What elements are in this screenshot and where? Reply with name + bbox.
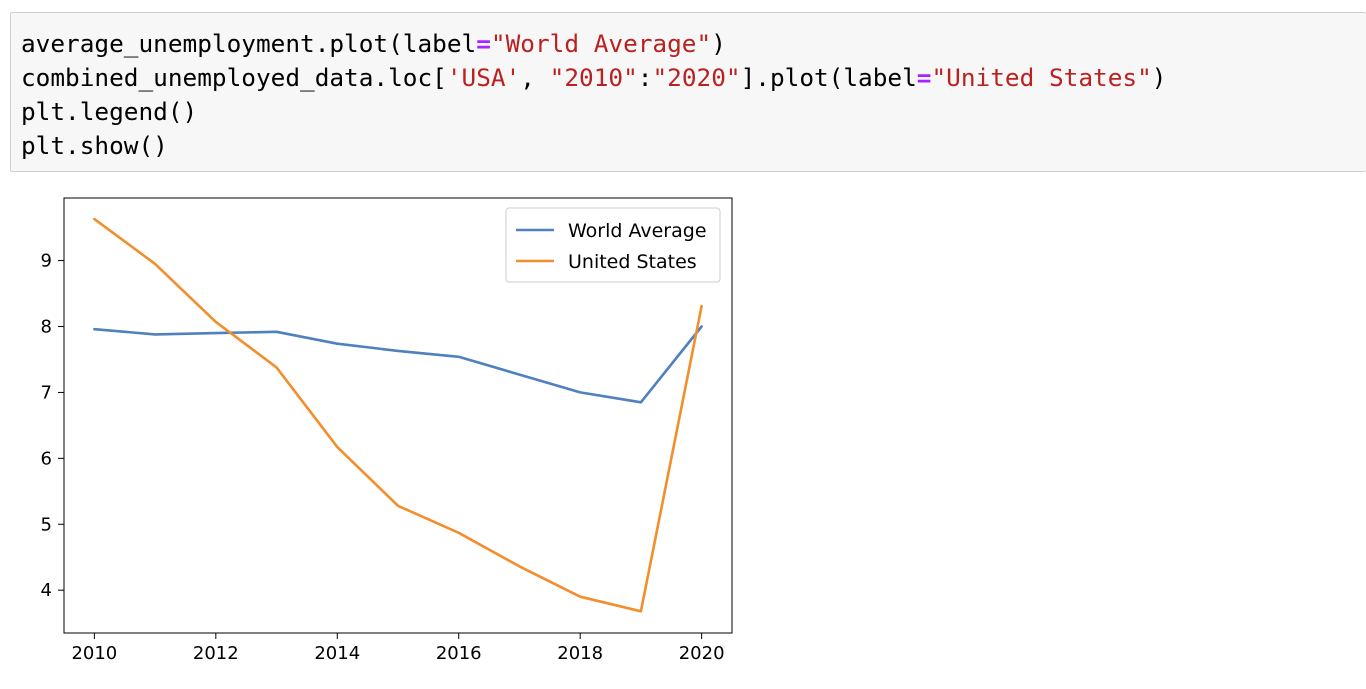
legend-box	[505, 207, 721, 283]
code-line: average_unemployment.plot(label="World A…	[21, 29, 726, 58]
code-token: average_unemployment.plot(label	[21, 29, 477, 58]
code-line: plt.legend()	[21, 97, 197, 126]
x-tick-label: 2016	[436, 643, 482, 664]
x-tick-label: 2012	[193, 643, 239, 664]
y-tick-label: 4	[41, 580, 52, 601]
code-string: 'USA'	[446, 63, 521, 92]
legend-label: World Average	[568, 220, 707, 242]
x-tick-label: 2020	[679, 643, 725, 664]
code-token: :	[637, 63, 653, 92]
x-tick-label: 2010	[71, 643, 117, 664]
code-editor[interactable]: average_unemployment.plot(label="World A…	[21, 27, 1166, 163]
series-lines	[93, 217, 703, 613]
y-tick-label: 8	[41, 317, 52, 338]
code-string: "2010"	[549, 63, 638, 92]
series-line-united-states	[93, 217, 703, 613]
y-tick-label: 9	[41, 251, 52, 272]
x-axis: 2010 2012 2014 2016 2018 2020	[71, 633, 725, 664]
code-token: plt.show()	[21, 131, 168, 160]
code-cell-input[interactable]: average_unemployment.plot(label="World A…	[10, 12, 1366, 172]
cell-output: 2010 2012 2014 2016 2018 2020 4 5 6 7 8 9 World Av…	[0, 180, 760, 684]
code-string: "2020"	[652, 63, 741, 92]
code-token: )	[711, 29, 726, 58]
code-string: "World Average"	[490, 29, 712, 58]
x-tick-label: 2014	[314, 643, 360, 664]
y-axis: 4 5 6 7 8 9	[41, 251, 64, 601]
x-tick-label: 2018	[557, 643, 603, 664]
series-line-world-average	[93, 325, 703, 404]
code-string: "United States"	[931, 63, 1152, 92]
code-line: combined_unemployed_data.loc['USA', "201…	[21, 63, 1166, 92]
code-token: ].plot(label	[740, 63, 917, 92]
y-tick-label: 6	[41, 448, 52, 469]
code-token: plt.legend()	[21, 97, 198, 126]
code-token: ,	[520, 63, 550, 92]
line-chart: 2010 2012 2014 2016 2018 2020 4 5 6 7 8 9 World Av…	[41, 197, 733, 664]
code-token: combined_unemployed_data.loc[	[21, 63, 447, 92]
code-operator: =	[476, 29, 491, 58]
legend: World Average United States	[505, 207, 721, 283]
code-line: plt.show()	[21, 131, 168, 160]
code-token: )	[1151, 63, 1167, 92]
legend-label: United States	[568, 251, 697, 273]
y-tick-label: 7	[41, 382, 52, 403]
code-operator: =	[916, 63, 932, 92]
y-tick-label: 5	[41, 514, 52, 535]
